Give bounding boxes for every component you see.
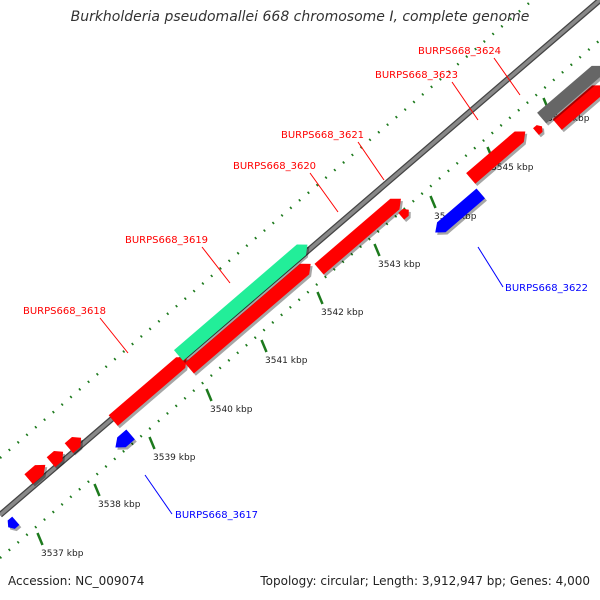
gene-arrow	[533, 125, 545, 138]
arrow-body	[184, 263, 311, 374]
gene-leader-line	[357, 141, 385, 181]
major-tick	[260, 339, 268, 353]
gene-arrow	[537, 65, 600, 126]
arrow-body	[108, 357, 187, 426]
gene-arrow	[64, 437, 84, 456]
arrow-body	[314, 198, 401, 275]
gene-arrow	[398, 208, 411, 222]
gene-label: BURPS668_3619	[125, 235, 208, 246]
tick-label: 3537 kbp	[41, 549, 84, 559]
arrow-body	[7, 516, 20, 529]
lower-tick-row	[0, 39, 600, 559]
gene-label: BURPS668_3622	[505, 283, 588, 294]
major-tick	[148, 436, 156, 450]
arrow-body	[46, 451, 64, 468]
arrow-body	[435, 188, 485, 233]
accession-text: Accession: NC_009074	[8, 574, 145, 588]
tick-label: 3538 kbp	[98, 500, 141, 510]
arrow-body	[552, 85, 600, 130]
gene-leader-line	[493, 57, 521, 96]
major-tick	[429, 195, 437, 209]
gene-label: BURPS668_3623	[375, 70, 458, 81]
gene-leader-line	[144, 474, 173, 515]
gene-leader-line	[451, 81, 479, 121]
major-tick	[36, 532, 44, 546]
highlighted-gene-arrow	[173, 244, 310, 363]
gene-arrow	[115, 429, 137, 450]
arrow-body	[537, 65, 600, 124]
gene-arrow	[46, 451, 66, 470]
major-tick	[205, 388, 213, 402]
major-tick	[316, 291, 324, 305]
gene-leader-line	[99, 317, 129, 354]
gene-leader-line	[309, 172, 339, 213]
tick-label: 3545 kbp	[491, 163, 534, 173]
upper-tick-row	[0, 0, 535, 459]
gene-arrow	[314, 198, 403, 277]
gene-label: BURPS668_3620	[233, 161, 316, 172]
major-tick	[373, 243, 381, 257]
arrow-body	[466, 131, 526, 184]
gene-arrow	[184, 263, 313, 376]
map-title: Burkholderia pseudomallei 668 chromosome…	[70, 9, 530, 25]
gene-leader-line	[201, 246, 231, 284]
arrow-body	[398, 208, 409, 220]
tick-label: 3543 kbp	[378, 260, 421, 270]
gene-arrow	[24, 464, 48, 487]
genome-summary: Topology: circular; Length: 3,912,947 bp…	[260, 574, 590, 588]
gene-arrow	[435, 188, 487, 235]
gene-label: BURPS668_3617	[175, 510, 258, 521]
arrow-body	[533, 125, 543, 136]
arrow-body	[115, 429, 135, 448]
gene-label: BURPS668_3621	[281, 130, 364, 141]
gene-arrow	[466, 131, 528, 187]
major-tick	[93, 483, 101, 497]
gene-arrow	[552, 85, 600, 133]
tick-label: 3540 kbp	[210, 405, 253, 415]
arrow-body	[24, 464, 46, 485]
gene-leader-line	[477, 246, 504, 288]
tick-label: 3542 kbp	[321, 308, 364, 318]
gene-arrow	[7, 516, 22, 532]
arrow-body	[64, 437, 82, 454]
gene-label: BURPS668_3624	[418, 46, 501, 57]
tick-label: 3541 kbp	[265, 356, 308, 366]
gene-arrow	[108, 357, 189, 429]
arrow-body	[173, 244, 308, 361]
tick-label: 3539 kbp	[153, 453, 196, 463]
gene-label: BURPS668_3618	[23, 306, 106, 317]
